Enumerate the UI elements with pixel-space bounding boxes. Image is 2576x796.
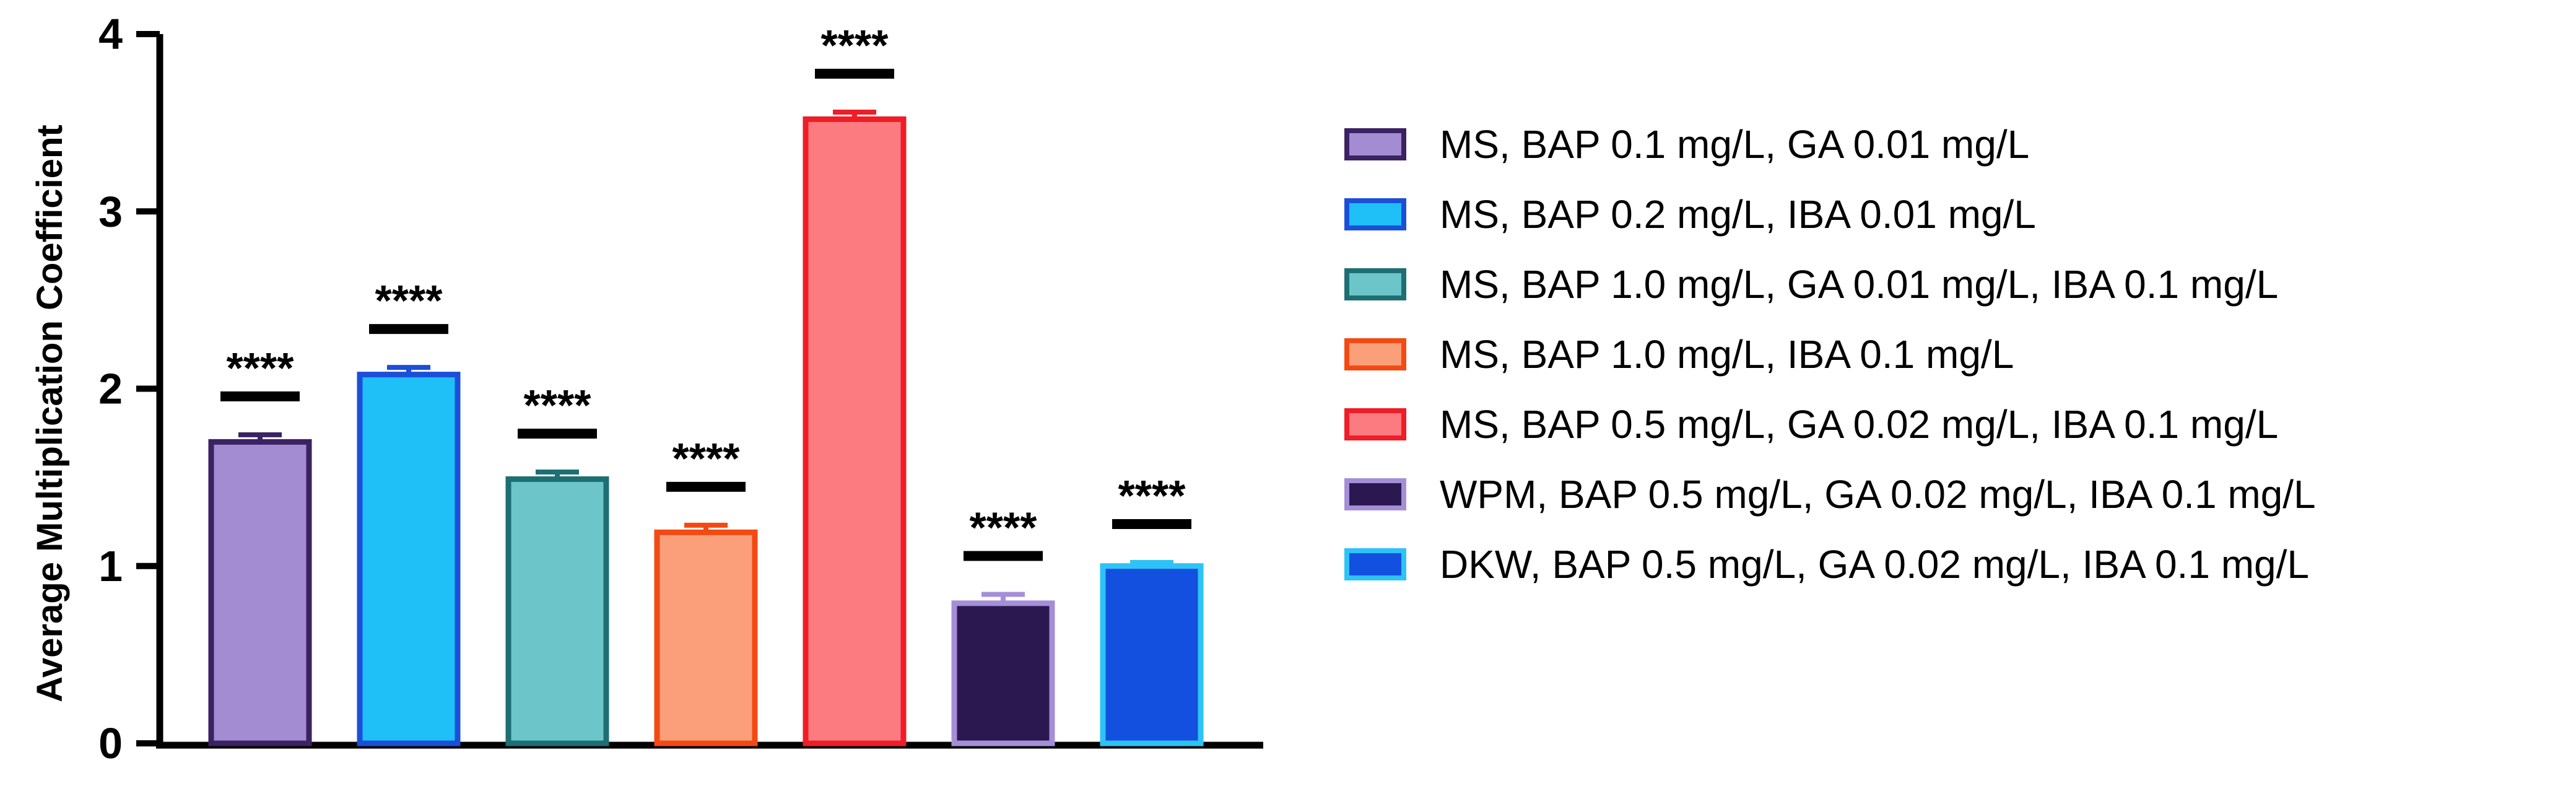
bars (208, 109, 1204, 746)
y-tick-label: 3 (98, 187, 123, 235)
bar (357, 372, 461, 746)
bar (1100, 563, 1204, 746)
significance-label: **** (672, 434, 741, 483)
y-tick-label: 0 (98, 719, 123, 768)
y-tick-label: 1 (98, 542, 123, 590)
legend-label: MS, BAP 0.1 mg/L, GA 0.01 mg/L (1440, 122, 2029, 167)
bar (803, 116, 907, 746)
legend-swatch (1344, 198, 1406, 230)
legend-swatch (1344, 408, 1406, 440)
legend-label: DKW, BAP 0.5 mg/L, GA 0.02 mg/L, IBA 0.1… (1440, 542, 2309, 587)
significance-label: **** (227, 344, 295, 392)
legend-label: WPM, BAP 0.5 mg/L, GA 0.02 mg/L, IBA 0.1… (1440, 472, 2316, 517)
legend-label: MS, BAP 1.0 mg/L, GA 0.01 mg/L, IBA 0.1 … (1440, 262, 2278, 307)
y-axis-title: Average Multiplication Coefficient (30, 125, 70, 702)
axes: 0 1 2 3 4 Average Multiplication Coefficient (30, 10, 1263, 768)
legend-swatch (1344, 548, 1406, 580)
legend-swatch (1344, 268, 1406, 300)
legend-swatch (1344, 128, 1406, 160)
significance-label: **** (821, 21, 889, 69)
legend-swatch (1344, 338, 1406, 370)
bar (951, 600, 1055, 746)
y-tick-label: 2 (98, 365, 123, 413)
legend: MS, BAP 0.1 mg/L, GA 0.01 mg/L MS, BAP 0.… (1344, 122, 2316, 587)
legend-label: MS, BAP 1.0 mg/L, IBA 0.1 mg/L (1440, 332, 2014, 377)
y-tick-label: 4 (98, 10, 123, 58)
legend-label: MS, BAP 0.5 mg/L, GA 0.02 mg/L, IBA 0.1 … (1440, 402, 2278, 447)
significance-label: **** (375, 276, 443, 325)
bar (505, 476, 609, 746)
significance-markers: **** **** **** **** **** **** **** (220, 21, 1191, 561)
significance-label: **** (1118, 471, 1186, 520)
bar (208, 439, 312, 746)
legend-swatch (1344, 478, 1406, 510)
bar (654, 529, 758, 746)
significance-label: **** (524, 381, 592, 429)
significance-label: **** (970, 504, 1038, 552)
legend-label: MS, BAP 0.2 mg/L, IBA 0.01 mg/L (1440, 192, 2036, 237)
